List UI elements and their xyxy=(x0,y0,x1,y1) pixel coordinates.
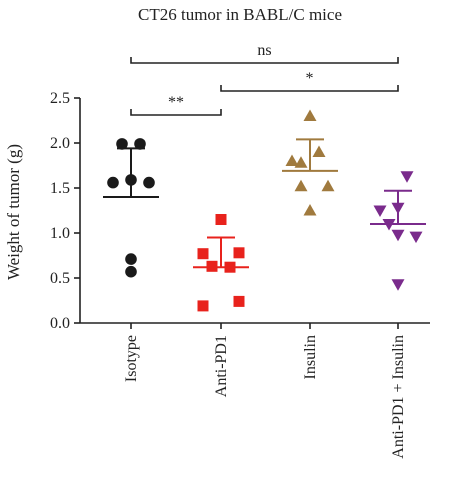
data-point xyxy=(294,156,308,168)
y-tick-label: 2.0 xyxy=(50,135,70,152)
significance-bracket xyxy=(130,109,222,116)
y-tick-label: 1.0 xyxy=(50,225,70,242)
data-point xyxy=(303,204,317,216)
significance-bracket xyxy=(220,85,399,92)
data-point xyxy=(391,202,405,215)
x-tick-label: Anti-PD1 + Insulin xyxy=(390,335,407,459)
data-point xyxy=(303,109,317,121)
data-point xyxy=(134,138,146,150)
y-tick-label: 2.5 xyxy=(50,90,70,107)
data-point xyxy=(400,171,414,183)
data-point xyxy=(391,279,405,291)
significance-label: ns xyxy=(257,42,271,59)
data-point xyxy=(409,231,423,244)
significance-label: * xyxy=(306,70,314,87)
data-point xyxy=(391,229,405,242)
data-point xyxy=(125,253,137,265)
chart-title: CT26 tumor in BABL/C mice xyxy=(138,5,342,24)
x-tick-label: Isotype xyxy=(123,335,140,382)
significance-label: ** xyxy=(168,94,184,111)
group-isotype xyxy=(103,138,159,278)
data-point xyxy=(206,260,218,272)
data-point xyxy=(143,176,155,189)
data-point xyxy=(197,248,209,260)
significance-bracket xyxy=(130,57,399,64)
y-ticks: 0.0 0.5 1.0 1.5 2.0 2.5 xyxy=(50,90,80,332)
group-anti-pd1 xyxy=(193,214,249,312)
group-anti-pd1-insulin xyxy=(370,171,426,291)
data-point xyxy=(373,205,387,217)
data-point xyxy=(197,300,209,312)
y-tick-label: 0.0 xyxy=(50,315,70,332)
y-tick-label: 1.5 xyxy=(50,180,70,197)
data-point xyxy=(233,247,245,259)
y-axis-label: Weight of tumor (g) xyxy=(4,144,23,280)
significance-brackets: ns*** xyxy=(130,42,399,116)
data-point xyxy=(107,176,119,189)
data-point xyxy=(215,214,227,225)
data-point xyxy=(116,138,128,150)
data-point xyxy=(312,145,326,157)
x-tick-label: Insulin xyxy=(302,335,319,379)
data-point xyxy=(321,179,335,192)
data-point xyxy=(125,265,137,278)
x-categories: Isotype Anti-PD1 Insulin Anti-PD1 + Insulin xyxy=(123,323,407,459)
data-point xyxy=(382,219,396,231)
data-point xyxy=(233,295,245,307)
data-point xyxy=(294,179,308,192)
group-insulin xyxy=(282,109,338,216)
y-tick-label: 0.5 xyxy=(50,270,70,287)
data-point xyxy=(224,261,236,273)
data-point xyxy=(285,154,299,166)
data-groups xyxy=(103,109,426,312)
data-point xyxy=(125,174,137,186)
x-tick-label: Anti-PD1 xyxy=(213,335,230,397)
